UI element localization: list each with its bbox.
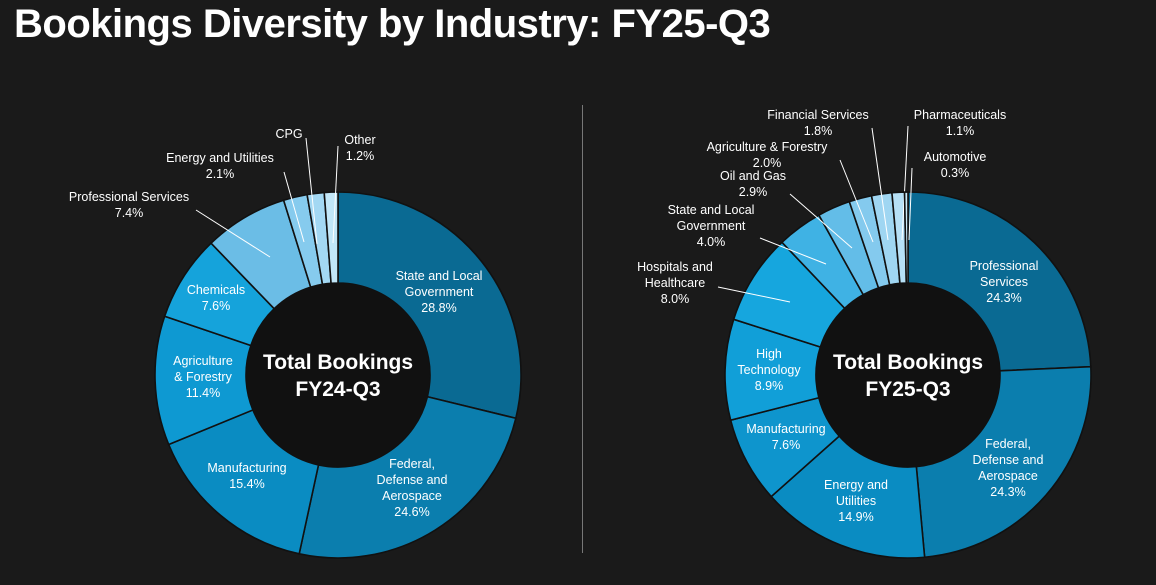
slice-label-energy-and-utilities: Energy and Utilities 14.9% [824, 478, 888, 524]
callout-line-pharmaceuticals [901, 125, 909, 241]
callout-label-state-and-local-government: State and Local Government 4.0% [668, 203, 755, 249]
callout-line-automotive [908, 167, 913, 241]
callout-line-other [332, 145, 339, 244]
slice-label-manufacturing: Manufacturing 15.4% [207, 461, 286, 491]
center-label: Total Bookings FY25-Q3 [833, 351, 983, 401]
callout-line-hospitals-and-healthcare [717, 286, 791, 303]
center-label: Total Bookings FY24-Q3 [263, 351, 413, 401]
callout-line-state-and-local-government [759, 237, 827, 265]
callout-line-agriculture-forestry [839, 159, 874, 243]
callout-label-professional-services: Professional Services 7.4% [69, 190, 189, 220]
callout-label-pharmaceuticals: Pharmaceuticals 1.1% [914, 108, 1006, 138]
callout-label-oil-and-gas: Oil and Gas 2.9% [720, 169, 786, 199]
slice-label-chemicals: Chemicals 7.6% [187, 283, 245, 313]
donut-hole [246, 283, 430, 467]
page-title: Bookings Diversity by Industry: FY25-Q3 [14, 2, 771, 46]
callout-line-professional-services [195, 209, 271, 258]
slice-label-federal-defense-and-aerospace: Federal, Defense and Aerospace 24.3% [973, 437, 1044, 499]
slice-label-professional-services: Professional Services 24.3% [970, 259, 1039, 305]
callout-label-cpg: CPG [275, 127, 302, 141]
chart-divider [582, 105, 583, 553]
donut-hole [816, 283, 1000, 467]
callout-line-financial-services [871, 127, 889, 241]
callout-line-oil-and-gas [789, 193, 853, 249]
callout-label-agriculture-forestry: Agriculture & Forestry 2.0% [707, 140, 829, 170]
callout-label-energy-and-utilities: Energy and Utilities 2.1% [166, 151, 274, 181]
slice-label-manufacturing: Manufacturing 7.6% [746, 422, 825, 452]
callout-label-financial-services: Financial Services 1.8% [767, 108, 868, 138]
callout-label-hospitals-and-healthcare: Hospitals and Healthcare 8.0% [637, 260, 713, 306]
slice-label-state-and-local-government: State and Local Government 28.8% [396, 269, 483, 315]
slice-label-federal-defense-and-aerospace: Federal, Defense and Aerospace 24.6% [377, 457, 448, 519]
callout-line-cpg [305, 137, 318, 245]
slice-label-high-technology: High Technology 8.9% [737, 347, 801, 393]
callout-label-other: Other 1.2% [344, 133, 375, 163]
callout-line-energy-and-utilities [283, 171, 305, 243]
slice-label-agriculture-forestry: Agriculture & Forestry 11.4% [173, 354, 233, 400]
callout-label-automotive: Automotive 0.3% [924, 150, 987, 180]
